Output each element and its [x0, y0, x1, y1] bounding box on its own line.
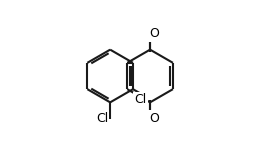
- Text: O: O: [149, 27, 159, 40]
- Text: Cl: Cl: [96, 112, 108, 125]
- Text: Cl: Cl: [134, 93, 147, 106]
- Text: O: O: [149, 112, 159, 125]
